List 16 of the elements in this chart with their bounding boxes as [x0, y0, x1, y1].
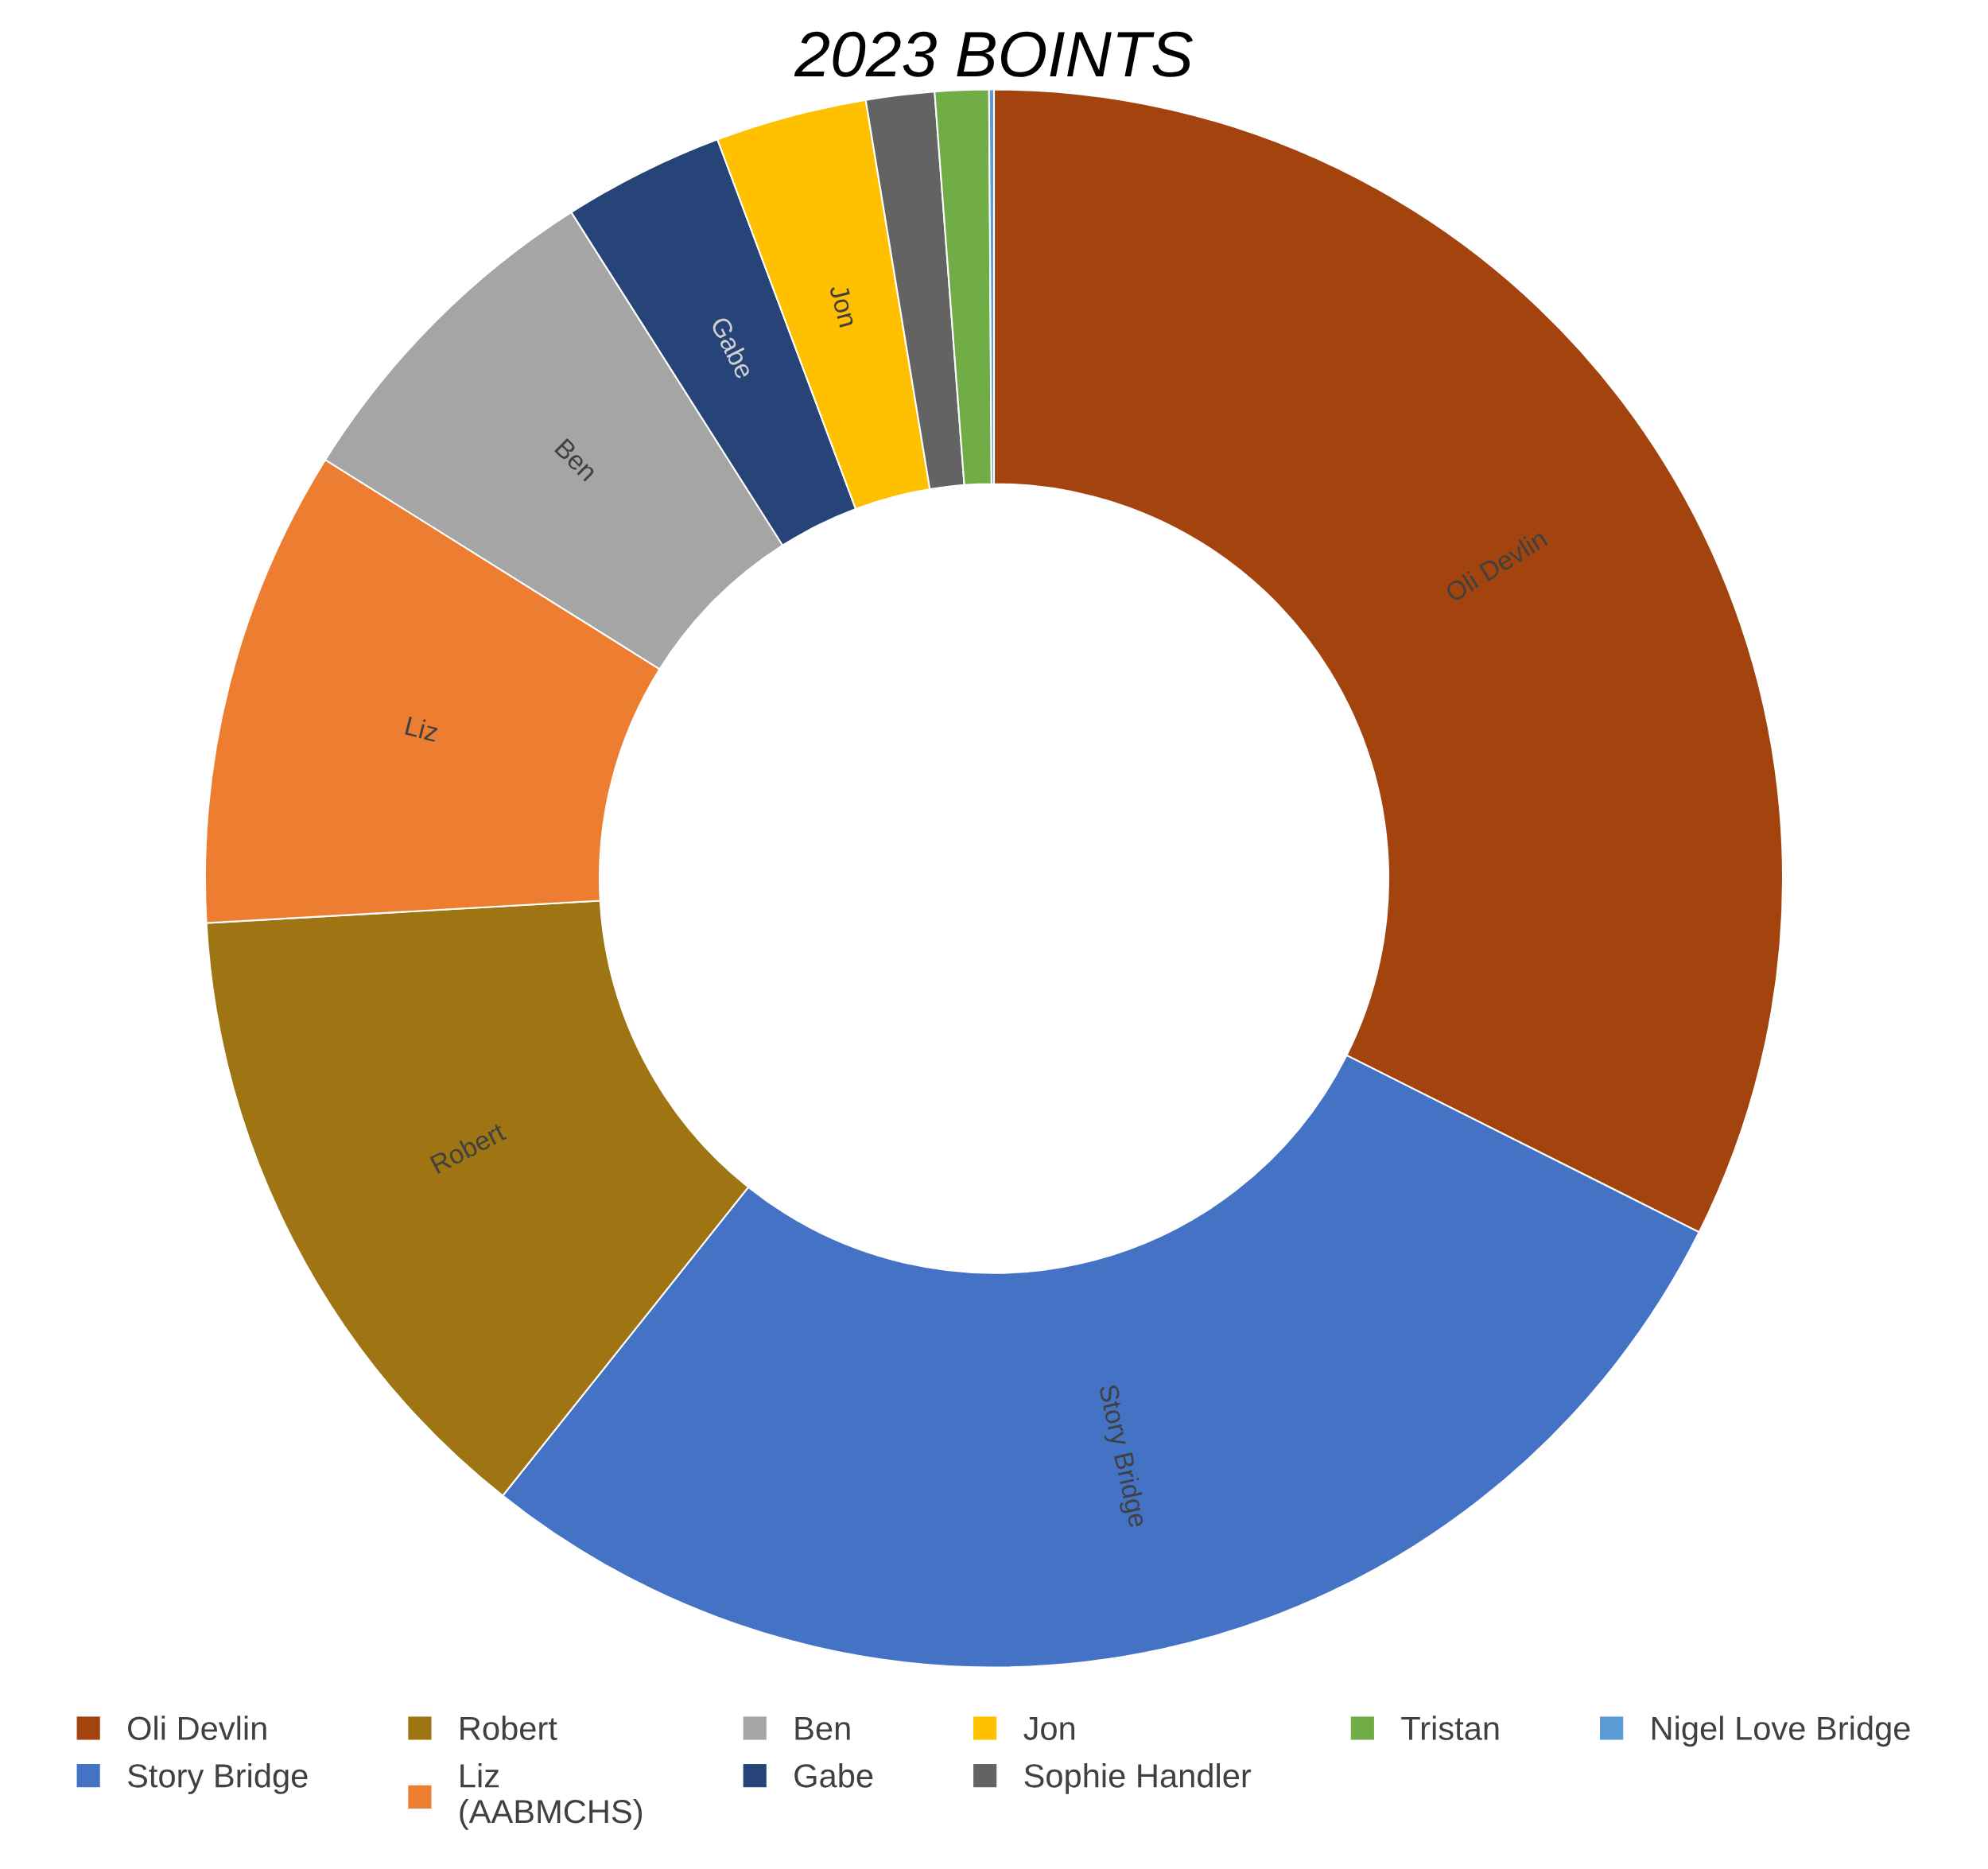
legend-label: Liz (AABMCHS) — [460, 1763, 643, 1830]
legend-label: Jon — [1023, 1716, 1075, 1740]
legend-label: Story Bridge — [127, 1763, 308, 1794]
chart-title: 2023 BOINTS — [794, 31, 1193, 77]
legend-label: Gabe — [794, 1763, 873, 1788]
data-label: Liz — [405, 715, 440, 742]
data-label: Gabe — [710, 315, 755, 380]
legend-label: Sophie Handler — [1024, 1763, 1252, 1794]
legend-label: Ben — [795, 1716, 850, 1740]
legend-label: Nigel Love Bridge — [1652, 1716, 1910, 1747]
data-label: Story Bridge — [1093, 1383, 1149, 1529]
legend-label: Robert — [460, 1716, 557, 1740]
legend-label: Oli Devlin — [128, 1716, 266, 1740]
data-label: Jon — [829, 283, 858, 328]
legend-label: Tristan — [1401, 1716, 1499, 1740]
data-label: Ben — [553, 437, 598, 482]
